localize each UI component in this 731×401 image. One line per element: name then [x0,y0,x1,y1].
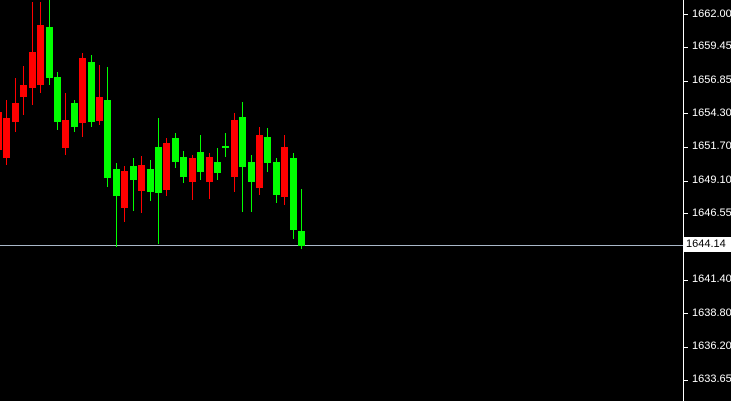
candle-body-down [256,135,263,189]
price-scale-label: 1662.00 [692,7,731,20]
price-scale-border [683,0,684,401]
candle-body-up [264,137,271,164]
candle-body-up [71,103,78,128]
candle-wick [251,155,252,213]
candle-body-up [290,158,297,231]
candle-body-down [79,58,86,124]
candle-body-up [113,168,120,196]
price-scale-tick [683,313,688,315]
candle-body-up [88,62,95,123]
candle-body-up [197,152,204,173]
price-scale-label: 1651.70 [692,140,731,153]
price-scale-tick [683,80,688,82]
price-scale-label: 1649.10 [692,174,731,186]
candle-body-down [0,112,2,151]
price-scale-label: 1636.20 [692,340,731,353]
candle-body-down [189,158,196,183]
candle-body-down [163,143,170,191]
price-scale-label: 1656.85 [692,74,731,86]
candle-body-down [62,120,69,149]
candle-body-up [248,162,255,183]
candle-body-up [46,27,53,79]
price-scale-label: 1646.55 [692,206,731,219]
price-scale-tick [683,180,688,182]
candle-body-down [121,171,128,209]
price-scale-label: 1633.65 [692,373,731,386]
candle-body-up [222,146,229,149]
price-scale-label: 1641.40 [692,273,731,286]
price-scale-label: 1654.30 [692,106,731,119]
candle-body-up [239,117,246,168]
candle-body-down [29,52,36,89]
price-scale-tick [683,379,688,381]
candle-body-up [214,162,221,174]
candle-body-up [273,162,280,196]
candle-wick [301,188,302,249]
candle-body-up [54,77,61,123]
candle-body-down [138,165,145,192]
price-scale-tick [683,146,688,148]
candle-body-up [147,168,154,192]
candle-wick [116,163,117,247]
candle-wick [225,133,226,158]
candle-body-down [20,85,27,98]
candle-body-up [155,147,162,194]
bid-price-line [0,244,683,246]
candle-body-down [3,118,10,159]
candle-body-down [96,97,103,122]
price-scale-tick [683,113,688,115]
current-price-value: 1644.14 [686,238,726,250]
candle-body-down [231,120,238,178]
candle-wick [99,65,100,126]
candle-body-down [206,157,213,183]
price-scale-tick [683,346,688,348]
price-scale-label: 1659.45 [692,40,731,53]
candle-body-down [281,147,288,198]
price-scale-label: 1638.80 [692,306,731,319]
price-chart-canvas[interactable] [0,0,683,401]
price-scale-tick [683,46,688,48]
candle-body-up [180,157,187,178]
candle-body-up [104,100,111,179]
candle-body-up [130,166,137,181]
candle-body-up [298,230,305,246]
current-price-label: 1644.14 [683,237,731,252]
price-scale-tick [683,14,688,15]
candle-body-down [37,25,44,86]
price-scale-tick [683,279,688,281]
candle-body-up [172,138,179,163]
price-scale-tick [683,213,688,215]
candle-body-down [12,103,19,123]
candle-wick [133,158,134,212]
